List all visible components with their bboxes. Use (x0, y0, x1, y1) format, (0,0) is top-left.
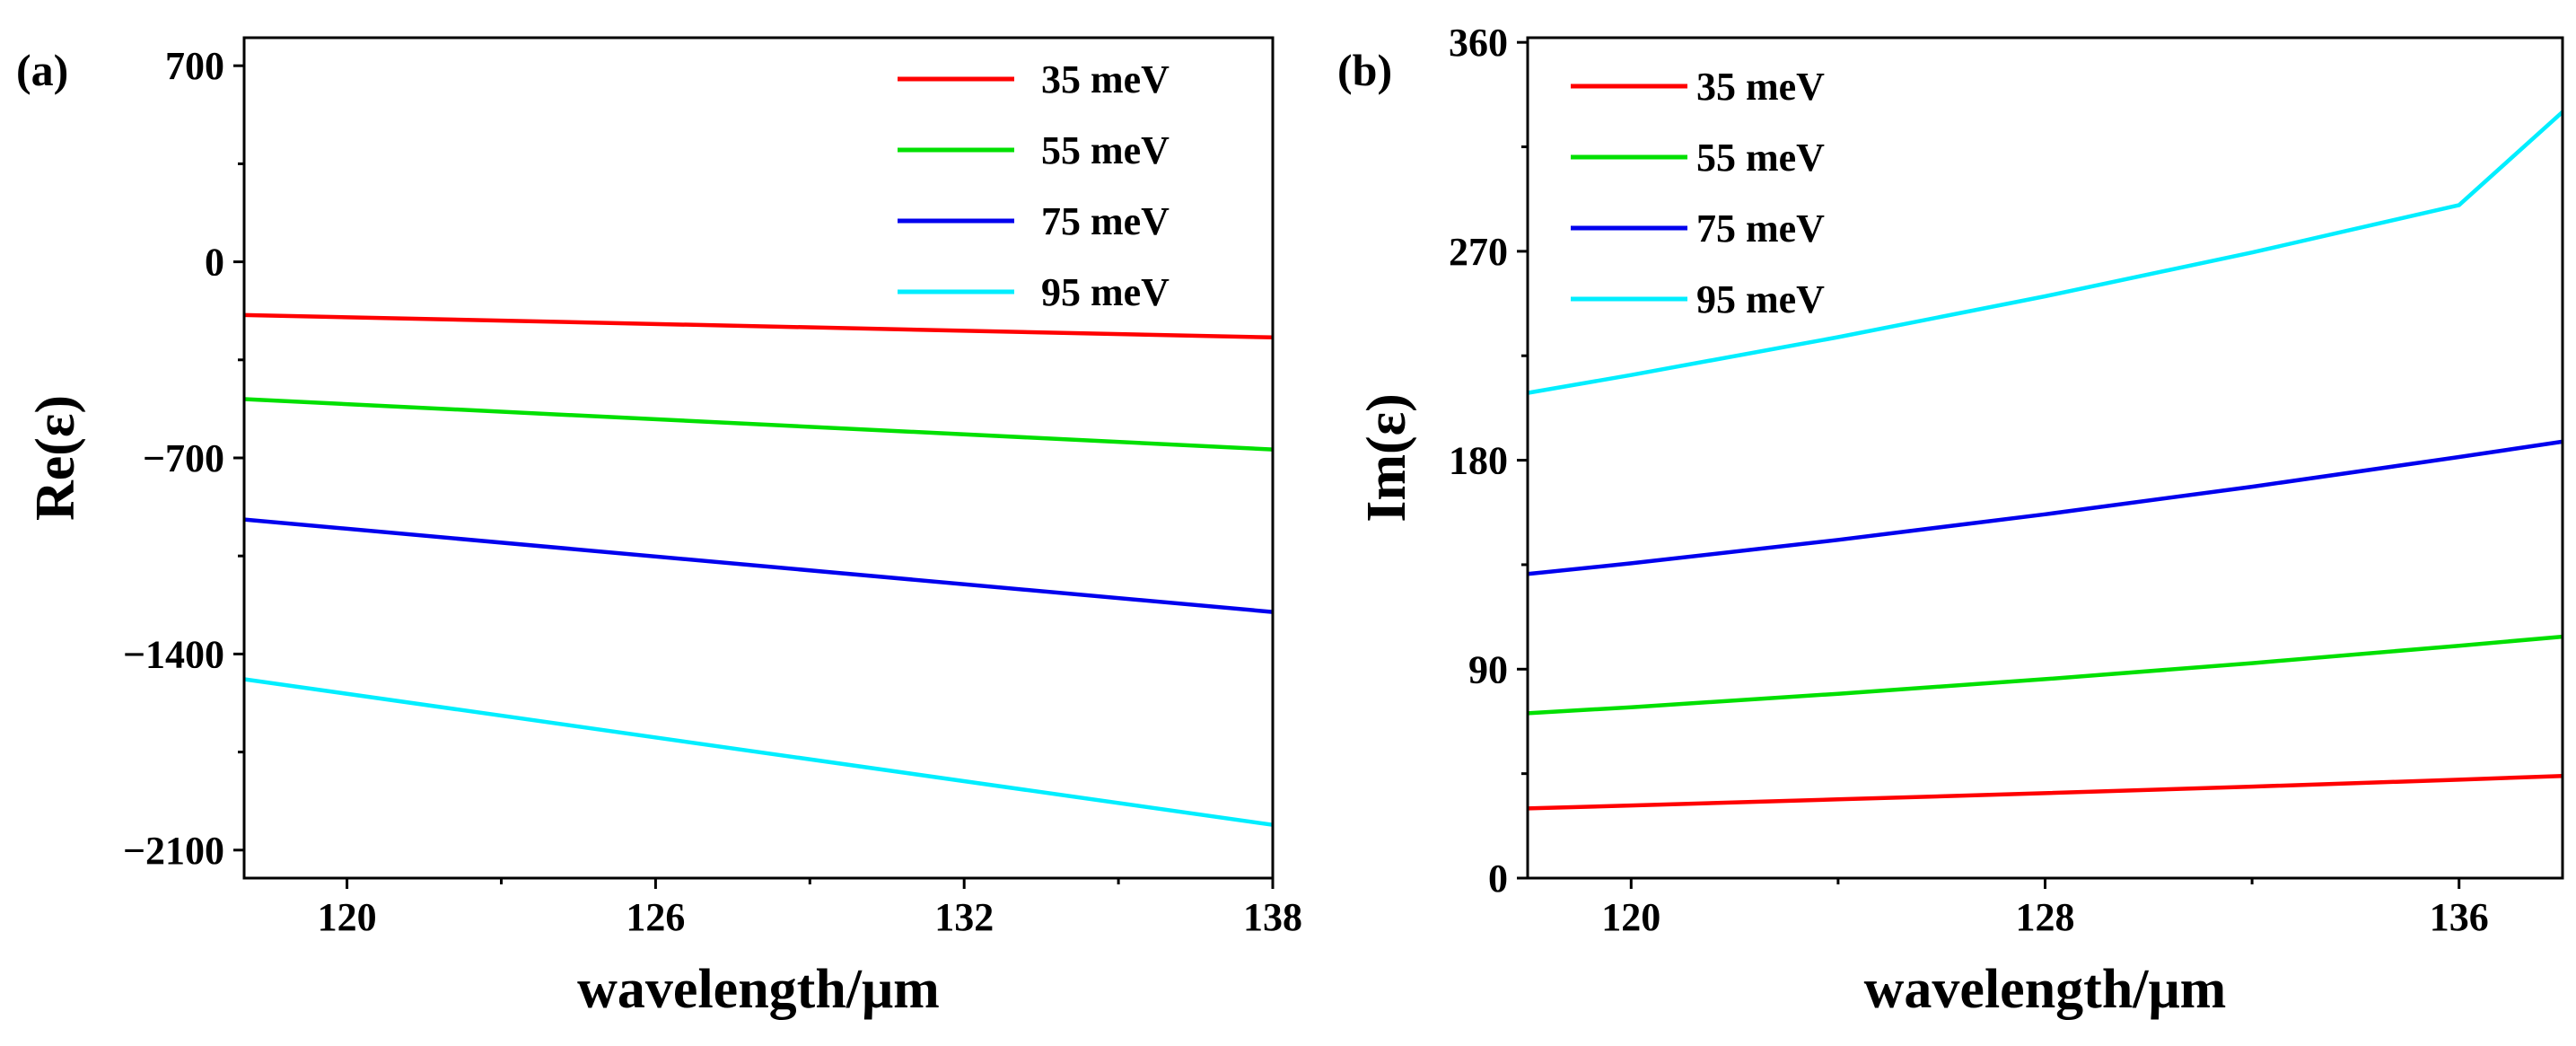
series-line-95-mev (243, 677, 1274, 827)
legend-label: 95 meV (1696, 277, 1825, 321)
series-line-55-mev (1527, 634, 2563, 716)
y-tick-label: 270 (1449, 230, 1508, 274)
y-tick-label: −1400 (123, 632, 224, 676)
legend-label: 55 meV (1041, 128, 1170, 172)
y-tick-label: 180 (1449, 439, 1508, 483)
y-axis-title: Im(ε) (1356, 393, 1417, 523)
legend: 35 meV 55 meV 75 meV 95 meV (1571, 65, 1825, 321)
x-tick-label: 138 (1243, 895, 1302, 939)
plot-frame (1526, 36, 2564, 880)
legend-label: 55 meV (1696, 136, 1825, 180)
legend-label: 35 meV (1041, 57, 1170, 101)
y-tick-label: 360 (1449, 21, 1508, 65)
panel-label: (b) (1337, 45, 1392, 95)
y-tick-label: 0 (205, 241, 224, 285)
x-tick-label: 128 (2016, 895, 2075, 939)
y-tick-label: −2100 (123, 829, 224, 873)
x-axis-title: wavelength/μm (577, 959, 940, 1020)
legend: 35 meV 55 meV 75 meV 95 meV (898, 57, 1170, 314)
x-tick-label: 120 (1601, 895, 1660, 939)
y-tick-label: 0 (1488, 857, 1508, 901)
legend-label: 95 meV (1041, 270, 1170, 314)
x-tick-label: 132 (934, 895, 994, 939)
legend-label: 75 meV (1041, 199, 1170, 243)
panel-label: (a) (16, 45, 68, 95)
x-axis-title: wavelength/μm (1864, 959, 2227, 1020)
legend-label: 75 meV (1696, 207, 1825, 251)
y-tick-label: 700 (165, 44, 224, 88)
panel-b: 120 128 136 0 90 180 270 360 wavelength/μm Im(ε) (… (1337, 21, 2564, 1020)
series-line-35-mev (243, 312, 1274, 340)
panel-a: 120 126 132 138 700 0 −700 −1400 −2100 wavelength… (16, 36, 1302, 1020)
x-tick-label: 120 (318, 895, 377, 939)
y-tick-label: −700 (143, 436, 224, 480)
series-line-75-mev (243, 517, 1274, 614)
series-line-55-mev (243, 397, 1274, 452)
y-tick-label: 90 (1468, 647, 1508, 691)
x-tick-label: 126 (626, 895, 685, 939)
series-line-95-mev (1527, 110, 2564, 395)
x-tick-label: 136 (2430, 895, 2489, 939)
legend-label: 35 meV (1696, 65, 1825, 109)
series-line-75-mev (1527, 439, 2563, 576)
y-axis-title: Re(ε) (25, 395, 86, 521)
series-line-35-mev (1527, 773, 2563, 811)
